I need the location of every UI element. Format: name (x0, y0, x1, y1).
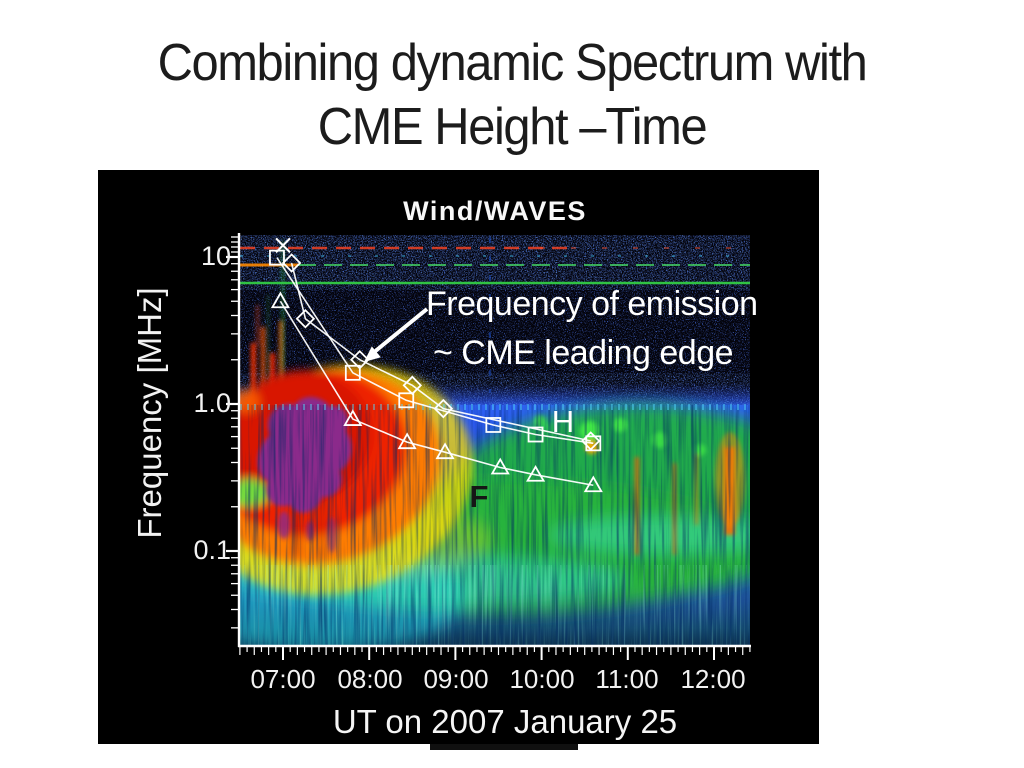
figure-bottom-shadow (430, 744, 578, 750)
y-tick-label-01: 0.1 (193, 535, 231, 565)
x-tick-label-0900: 09:00 (423, 664, 489, 694)
x-tick-label-1100: 11:00 (595, 664, 659, 694)
y-tick-label-10: 10 (200, 241, 231, 271)
y-tick-label-1: 1.0 (193, 388, 231, 418)
annotation-text: Frequency of emission ~ CME leading edge (426, 280, 758, 378)
slide-title-line-2: CME Height –Time (317, 98, 708, 156)
x-tick-label-1000: 10:00 (509, 664, 575, 694)
curve-label-h: H (551, 404, 575, 439)
plot-axes (237, 233, 751, 648)
annotation-arrow (364, 307, 429, 362)
plot-title: Wind/WAVES (403, 196, 587, 226)
annotation-line-2: ~ CME leading edge (433, 334, 734, 372)
slide-title-line-1: Combining dynamic Spectrum with (157, 34, 868, 92)
axis-ticks (226, 236, 751, 660)
cme-frequency-curves (269, 237, 603, 493)
curve-label-f: F (469, 479, 489, 514)
dynamic-spectrum-figure[interactable]: Wind/WAVES Frequency [MHz] 10 1.0 0.1 07… (98, 170, 819, 744)
annotation-line-1: Frequency of emission (426, 285, 758, 323)
slide-title[interactable]: Combining dynamic Spectrum with CME Heig… (31, 31, 994, 159)
spectrogram-canvas (226, 233, 751, 660)
x-tick-label-1200: 12:00 (680, 664, 746, 694)
x-axis-label: UT on 2007 January 25 (332, 703, 678, 740)
x-tick-label-0700: 07:00 (250, 664, 316, 694)
x-tick-label-0800: 08:00 (337, 664, 403, 694)
spectrogram-plot-area (240, 235, 750, 645)
